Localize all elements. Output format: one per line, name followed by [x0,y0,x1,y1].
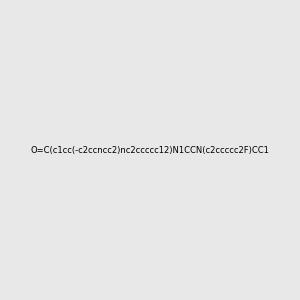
Text: O=C(c1cc(-c2ccncc2)nc2ccccc12)N1CCN(c2ccccc2F)CC1: O=C(c1cc(-c2ccncc2)nc2ccccc12)N1CCN(c2cc… [31,146,269,154]
